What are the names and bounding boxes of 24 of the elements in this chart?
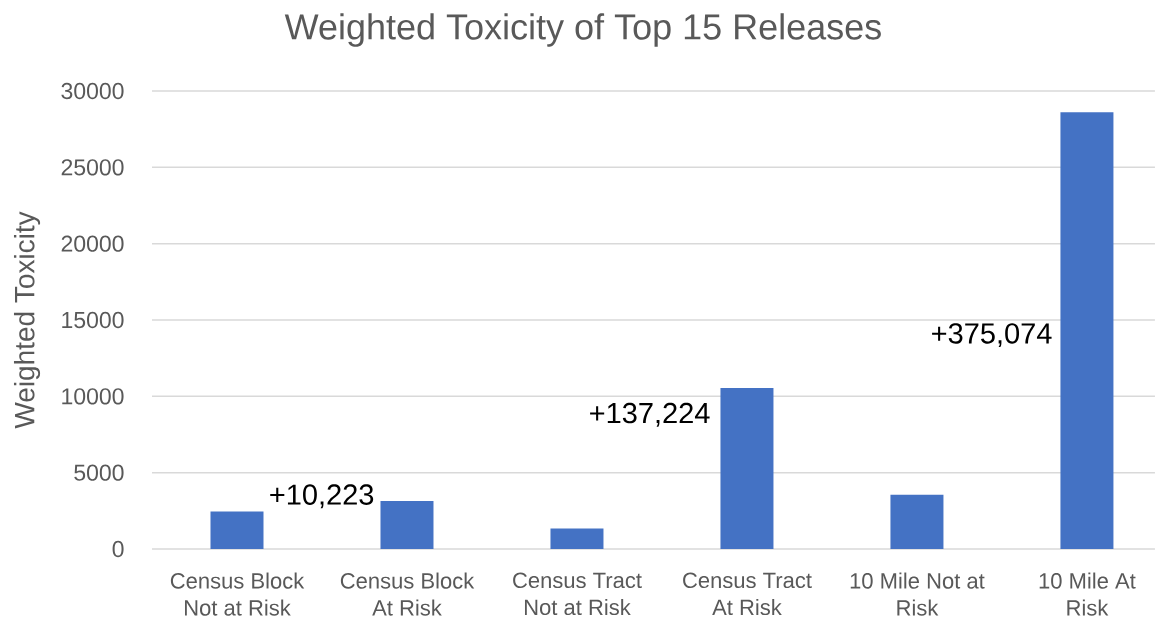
x-tick-label: Census Tract At Risk <box>683 572 812 616</box>
y-tick-label: 20000 <box>61 235 124 252</box>
bar <box>720 387 774 549</box>
y-axis-title: Weighted Toxicity <box>13 211 41 429</box>
x-tick-label: Census Tract Not at Risk <box>513 572 642 616</box>
bar <box>890 494 944 549</box>
y-tick-label: 0 <box>112 540 124 558</box>
bar <box>1060 112 1114 549</box>
y-tick-label: 5000 <box>74 464 124 481</box>
y-tick-label: 15000 <box>62 311 124 329</box>
y-tick-label: 30000 <box>61 82 124 100</box>
y-tick-label: 10000 <box>62 388 124 405</box>
bar <box>550 528 604 549</box>
annotation: +10,223 <box>270 484 374 509</box>
annotation: +375,074 <box>932 323 1052 348</box>
x-tick-label: 10 Mile Not at Risk <box>850 572 985 616</box>
x-tick-label: 10 Mile At Risk <box>1039 572 1136 616</box>
chart-title: Weighted Toxicity of Top 15 Releases <box>284 13 881 47</box>
y-tick-label: 25000 <box>61 159 124 176</box>
x-tick-label: Census Block Not at Risk <box>170 572 305 616</box>
x-tick-label: Census Block At Risk <box>340 572 475 616</box>
bar <box>210 511 264 549</box>
bar <box>380 500 434 549</box>
annotation: +137,224 <box>590 402 710 427</box>
